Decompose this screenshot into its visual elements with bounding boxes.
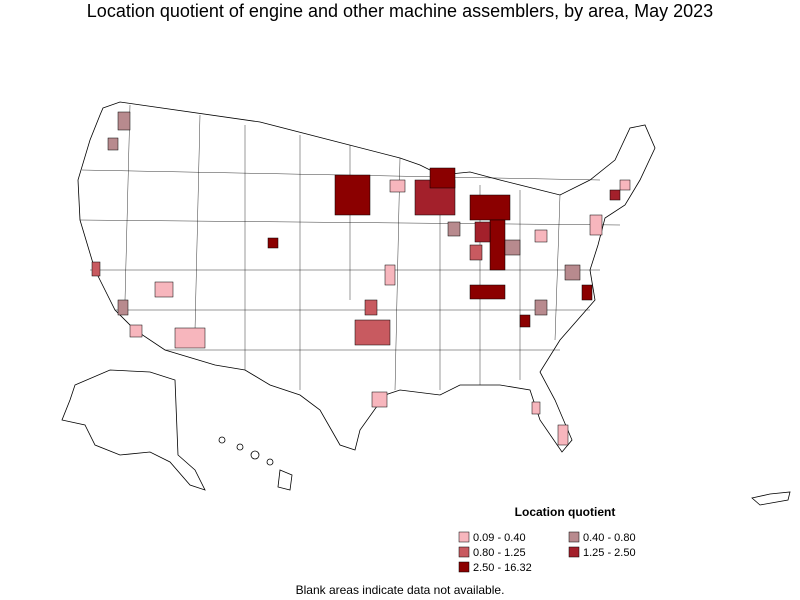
area [534, 229, 548, 243]
area [519, 314, 531, 328]
legend-swatch [458, 531, 470, 543]
area [429, 167, 456, 189]
puerto-rico [751, 491, 791, 506]
area [531, 401, 541, 415]
legend-swatch [568, 546, 580, 558]
area [267, 237, 279, 249]
colored-areas [91, 111, 631, 446]
area [174, 327, 206, 349]
area [117, 299, 129, 316]
legend-swatch [458, 561, 470, 573]
area [91, 261, 101, 277]
hawaii [218, 436, 293, 491]
area [447, 221, 461, 237]
legend: Location quotient 0.09 - 0.40 0.40 - 0.80… [458, 505, 636, 574]
area [469, 284, 506, 300]
legend-label: 1.25 - 2.50 [583, 547, 636, 559]
area [129, 324, 143, 338]
area [557, 424, 569, 446]
legend-swatch [458, 546, 470, 558]
legend-title: Location quotient [515, 505, 616, 519]
area [564, 264, 581, 281]
area [534, 299, 548, 316]
area [364, 299, 378, 316]
us-outline [77, 101, 656, 453]
legend-swatch [568, 531, 580, 543]
legend-label: 2.50 - 16.32 [473, 562, 532, 574]
area [107, 137, 119, 151]
area [334, 174, 371, 216]
area [371, 391, 388, 408]
legend-label: 0.40 - 0.80 [583, 532, 636, 544]
area [619, 179, 631, 191]
area [489, 219, 506, 271]
area [469, 194, 511, 221]
area [469, 244, 483, 261]
title: Location quotient of engine and other ma… [87, 1, 713, 21]
area [589, 214, 603, 236]
area [474, 221, 491, 243]
area [117, 111, 131, 131]
legend-label: 0.09 - 0.40 [473, 532, 526, 544]
area [354, 319, 391, 346]
area [154, 281, 174, 298]
alaska [61, 369, 206, 491]
footnote: Blank areas indicate data not available. [296, 583, 505, 597]
area [389, 179, 406, 193]
legend-label: 0.80 - 1.25 [473, 547, 526, 559]
area [609, 189, 621, 201]
area [581, 284, 593, 301]
area [504, 239, 521, 256]
area [384, 264, 396, 286]
